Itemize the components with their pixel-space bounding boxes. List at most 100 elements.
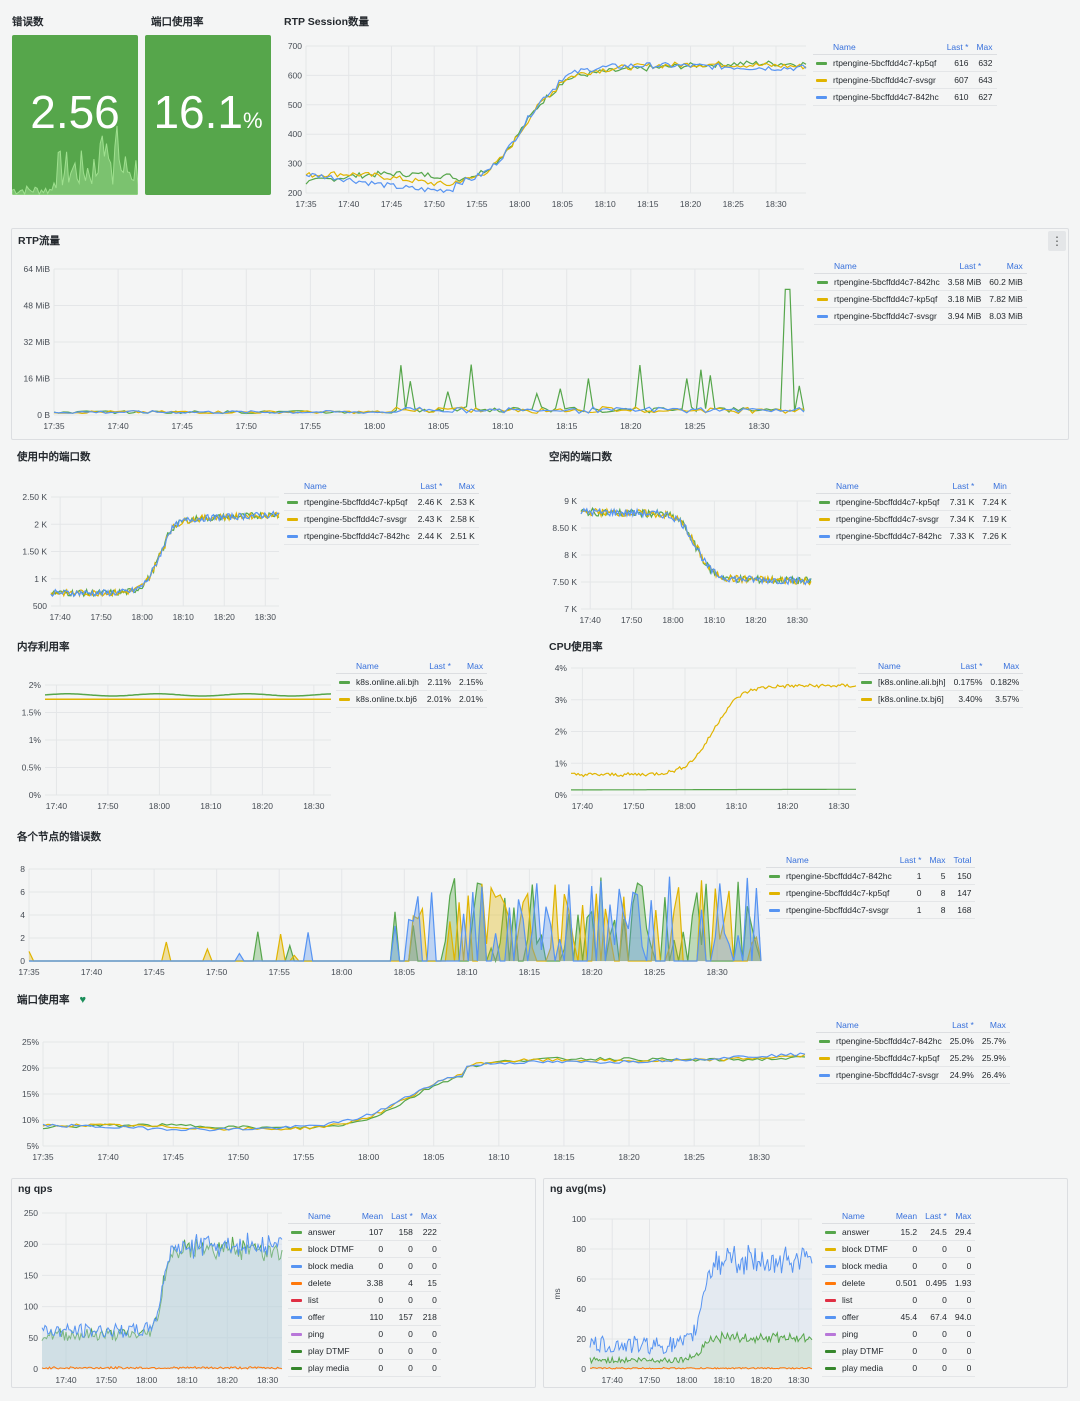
legend-row[interactable]: delete 3.38 4 15	[288, 1274, 441, 1292]
legend-row[interactable]: rtpengine-5bcffdd4c7-842hc 25.0% 25.7%	[816, 1032, 1010, 1050]
x-tick-label: 17:40	[602, 1375, 624, 1385]
legend-row[interactable]: rtpengine-5bcffdd4c7-kp5qf 25.2% 25.9%	[816, 1049, 1010, 1067]
legend-row[interactable]: block media 0 0 0	[288, 1257, 441, 1275]
legend-row[interactable]: rtpengine-5bcffdd4c7-kp5qf 616 632	[813, 54, 997, 72]
series-stat: 0	[387, 1291, 417, 1309]
legend-header-stat[interactable]: Last *	[945, 1018, 978, 1033]
legend-header-stat[interactable]: Last *	[949, 659, 987, 674]
legend-header-stat[interactable]: Last *	[943, 259, 986, 274]
legend-row[interactable]: rtpengine-5bcffdd4c7-svsgr 607 643	[813, 71, 997, 89]
legend-header-name[interactable]: Name	[816, 479, 946, 494]
legend-header-name[interactable]: Name	[284, 479, 414, 494]
series-stat: 168	[949, 901, 976, 919]
port-rate-stat: 16.1%	[145, 35, 271, 195]
series-stat: 2.44 K	[413, 527, 447, 545]
chart-plot[interactable]: 2% 1.5% 1% 0.5% 0% 17:40 17:50 18:00 18:10 18:20 1…	[11, 635, 335, 817]
chart-plot[interactable]: 25% 20% 15% 10% 5%17:35 17:40 17:45 17:50 17:55 1…	[11, 988, 809, 1168]
legend-header-stat[interactable]: Max	[416, 1209, 441, 1224]
legend-header-name[interactable]: Name	[822, 1209, 892, 1224]
legend-header-stat[interactable]: Last *	[945, 479, 979, 494]
legend-row[interactable]: rtpengine-5bcffdd4c7-842hc 610 627	[813, 88, 997, 106]
legend-row[interactable]: play media 0 0 0	[822, 1359, 976, 1377]
legend-row[interactable]: rtpengine-5bcffdd4c7-kp5qf 3.18 MiB 7.82 M…	[814, 290, 1027, 308]
legend-row[interactable]: block DTMF 0 0 0	[822, 1240, 976, 1258]
legend-header-stat[interactable]: Max	[950, 1209, 976, 1224]
legend-header-stat[interactable]: Max	[986, 659, 1024, 674]
legend-header-stat[interactable]: Last *	[895, 853, 926, 868]
legend-header-stat[interactable]: Min	[978, 479, 1011, 494]
legend-header-stat[interactable]: Max	[454, 659, 488, 674]
series-color-swatch	[825, 1299, 836, 1302]
legend-header-stat[interactable]: Max	[977, 1018, 1010, 1033]
series-stat: 0	[950, 1325, 976, 1343]
legend-row[interactable]: rtpengine-5bcffdd4c7-svsgr 1 8 168	[766, 901, 976, 919]
legend-header-stat[interactable]: Last *	[942, 40, 973, 55]
legend-header-stat[interactable]: Mean	[357, 1209, 388, 1224]
legend-header-stat[interactable]: Last *	[422, 659, 455, 674]
legend-row[interactable]: ping 0 0 0	[822, 1325, 976, 1343]
legend-header-stat[interactable]: Max	[446, 479, 479, 494]
legend-header-stat[interactable]: Max	[985, 259, 1027, 274]
legend-row[interactable]: [k8s.online.ali.bjh] 0.175% 0.182%	[858, 673, 1024, 691]
legend-row[interactable]: answer 107 158 222	[288, 1223, 441, 1241]
legend-row[interactable]: ping 0 0 0	[288, 1325, 441, 1343]
legend-row[interactable]: list 0 0 0	[822, 1291, 976, 1309]
legend-row[interactable]: rtpengine-5bcffdd4c7-kp5qf 7.31 K 7.24 K	[816, 493, 1011, 511]
legend-header-name[interactable]: Name	[336, 659, 423, 674]
legend-row[interactable]: rtpengine-5bcffdd4c7-kp5qf 2.46 K 2.53 K	[284, 493, 479, 511]
series-name: rtpengine-5bcffdd4c7-kp5qf	[833, 58, 937, 68]
legend-row[interactable]: answer 15.2 24.5 29.4	[822, 1223, 976, 1241]
chart-plot[interactable]: 100 80 60 40 20 0 17:40 17:50 18:00 18:10 18:20 18:…	[544, 1179, 816, 1391]
legend-row[interactable]: block DTMF 0 0 0	[288, 1240, 441, 1258]
series-stat: 607	[942, 71, 973, 89]
legend-row[interactable]: play media 0 0 0	[288, 1359, 441, 1377]
legend-row[interactable]: rtpengine-5bcffdd4c7-svsgr 7.34 K 7.19 K	[816, 510, 1011, 528]
legend-row[interactable]: rtpengine-5bcffdd4c7-svsgr 24.9% 26.4%	[816, 1066, 1010, 1084]
legend-row[interactable]: rtpengine-5bcffdd4c7-842hc 7.33 K 7.26 K	[816, 527, 1011, 545]
legend-header-stat[interactable]: Max	[925, 853, 950, 868]
legend-row[interactable]: offer 110 157 218	[288, 1308, 441, 1326]
legend-header-name[interactable]: Name	[766, 853, 896, 868]
legend-row[interactable]: k8s.online.tx.bj6 2.01% 2.01%	[336, 690, 488, 708]
legend-header-stat[interactable]: Last *	[413, 479, 447, 494]
legend-row[interactable]: play DTMF 0 0 0	[822, 1342, 976, 1360]
legend-row[interactable]: [k8s.online.tx.bj6] 3.40% 3.57%	[858, 690, 1024, 708]
legend-header-stat[interactable]: Mean	[891, 1209, 922, 1224]
legend-header-stat[interactable]: Last *	[921, 1209, 951, 1224]
legend-row[interactable]: rtpengine-5bcffdd4c7-842hc 2.44 K 2.51 K	[284, 527, 479, 545]
series-line	[41, 1365, 283, 1370]
legend-header-name[interactable]: Name	[814, 259, 944, 274]
legend-row[interactable]: rtpengine-5bcffdd4c7-svsgr 2.43 K 2.58 K	[284, 510, 479, 528]
chart-plot[interactable]: 250 200 150 100 50 0 17:40 17:50 18:00 18:10 18:20…	[12, 1179, 286, 1391]
legend-header-name[interactable]: Name	[813, 40, 943, 55]
legend-row[interactable]: rtpengine-5bcffdd4c7-842hc 1 5 150	[766, 867, 976, 885]
legend-header-stat[interactable]: Last *	[387, 1209, 417, 1224]
legend-row[interactable]: rtpengine-5bcffdd4c7-kp5qf 0 8 147	[766, 884, 976, 902]
x-tick-label: 18:30	[303, 801, 325, 811]
legend-row[interactable]: delete 0.501 0.495 1.93	[822, 1274, 976, 1292]
legend-header-name[interactable]: Name	[858, 659, 950, 674]
legend-header-name[interactable]: Name	[816, 1018, 946, 1033]
legend-row[interactable]: list 0 0 0	[288, 1291, 441, 1309]
legend-row[interactable]: rtpengine-5bcffdd4c7-svsgr 3.94 MiB 8.03 M…	[814, 307, 1027, 325]
chart-plot[interactable]: 9 K 8.50 K 8 K 7.50 K 7 K17:40 17:50 18:00 18:1…	[543, 445, 815, 631]
legend-row[interactable]: block media 0 0 0	[822, 1257, 976, 1275]
chart-plot[interactable]: 8 6 4 2 017:35 17:40 17:45 17:50 17:55 18:00 18:05…	[11, 825, 765, 983]
legend-row[interactable]: rtpengine-5bcffdd4c7-842hc 3.58 MiB 60.2 M…	[814, 273, 1027, 291]
series-color-swatch	[861, 698, 872, 701]
series-stat: 218	[416, 1308, 441, 1326]
y-tick-label: 20%	[22, 1063, 39, 1073]
legend-header-stat[interactable]: Max	[972, 40, 997, 55]
rtp-traffic-panel: RTP流量 ⋮ 64 MiB 48 MiB 32 MiB 16 MiB 0 B 17:35 17…	[11, 228, 1069, 440]
legend-row[interactable]: offer 45.4 67.4 94.0	[822, 1308, 976, 1326]
legend-row[interactable]: k8s.online.ali.bjh 2.11% 2.15%	[336, 673, 488, 691]
legend-header-name[interactable]: Name	[288, 1209, 358, 1224]
legend-row[interactable]: play DTMF 0 0 0	[288, 1342, 441, 1360]
chart-plot[interactable]: 64 MiB 48 MiB 32 MiB 16 MiB 0 B17:35 17:40 17:…	[12, 229, 808, 437]
x-tick-label: 18:15	[556, 421, 578, 431]
chart-plot[interactable]: 4% 3% 2% 1% 0% 17:40 17:50 18:00 18:10 18:20 18:30	[543, 635, 860, 817]
legend-header-stat[interactable]: Total	[949, 853, 976, 868]
panel-menu-button[interactable]: ⋮	[1048, 231, 1066, 251]
